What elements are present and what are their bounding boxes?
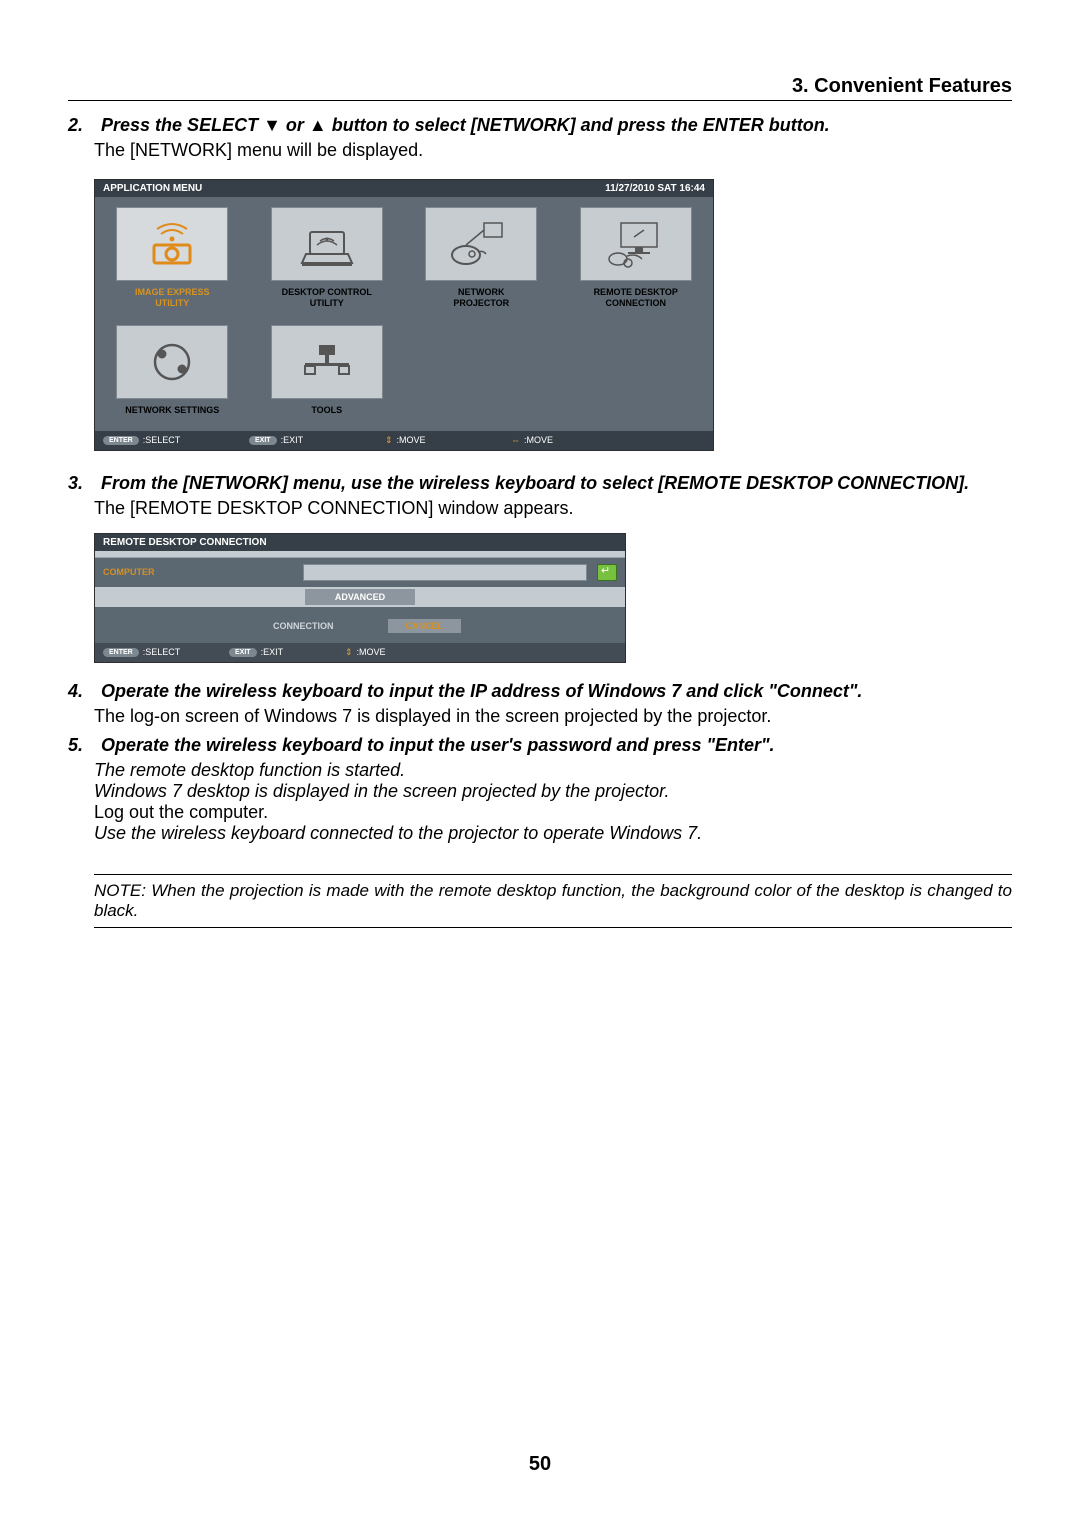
network-projector-icon <box>425 207 537 281</box>
app-menu-bottom-bar: ENTER :SELECT EXIT :EXIT ⇕ :MOVE ⇔ :MOVE <box>95 431 713 450</box>
tile-empty <box>559 315 714 431</box>
bb-exit: :EXIT <box>281 435 304 445</box>
tile-remote-desktop[interactable]: REMOTE DESKTOP CONNECTION <box>559 197 714 315</box>
tile-network-settings[interactable]: NETWORK SETTINGS <box>95 315 250 431</box>
step3-sub: The [REMOTE DESKTOP CONNECTION] window a… <box>94 498 1012 519</box>
tile-empty <box>404 315 559 431</box>
tile-grid: IMAGE EXPRESS UTILITY DESKTOP CONTROL UT… <box>95 197 713 431</box>
laptop-wifi-icon <box>271 207 383 281</box>
computer-label: COMPUTER <box>103 567 293 577</box>
step4-title: 4. Operate the wireless keyboard to inpu… <box>68 681 862 701</box>
step4-sub: The log-on screen of Windows 7 is displa… <box>94 706 1012 727</box>
advanced-row: ADVANCED <box>95 587 625 607</box>
bb-move2: :MOVE <box>524 435 553 445</box>
leftright-arrow-icon: ⇔ <box>511 435 520 445</box>
connection-button[interactable]: CONNECTION <box>259 619 348 633</box>
updown-arrow-icon: ⇕ <box>345 647 353 658</box>
tile-label: NETWORK SETTINGS <box>101 405 244 425</box>
rdc-title: REMOTE DESKTOP CONNECTION <box>95 534 625 551</box>
app-menu-title-bar: APPLICATION MENU 11/27/2010 SAT 16:44 <box>95 180 713 197</box>
step3-title: 3. From the [NETWORK] menu, use the wire… <box>68 473 969 493</box>
step5-s2: Windows 7 desktop is displayed in the sc… <box>94 781 1012 802</box>
app-menu-title: APPLICATION MENU <box>103 183 202 194</box>
exit-button-icon: EXIT <box>249 436 277 445</box>
tile-image-express[interactable]: IMAGE EXPRESS UTILITY <box>95 197 250 315</box>
step5-s3: Log out the computer. <box>94 802 1012 823</box>
tile-label: IMAGE EXPRESS UTILITY <box>101 287 244 309</box>
bb-select: :SELECT <box>143 647 181 657</box>
updown-arrow-icon: ⇕ <box>385 435 393 446</box>
enter-button-icon: ENTER <box>103 648 139 657</box>
bb-move: :MOVE <box>357 647 386 657</box>
exit-button-icon: EXIT <box>229 648 257 657</box>
tile-network-projector[interactable]: NETWORK PROJECTOR <box>404 197 559 315</box>
projector-wifi-icon <box>116 207 228 281</box>
rdc-screenshot: REMOTE DESKTOP CONNECTION COMPUTER ADVAN… <box>94 533 626 663</box>
note-block: NOTE: When the projection is made with t… <box>94 874 1012 928</box>
section-header: 3. Convenient Features <box>68 75 1012 101</box>
tools-icon <box>271 325 383 399</box>
enter-button-icon: ENTER <box>103 436 139 445</box>
advanced-button[interactable]: ADVANCED <box>305 589 415 605</box>
bb-exit: :EXIT <box>261 647 284 657</box>
page-number: 50 <box>0 1453 1080 1476</box>
bb-select: :SELECT <box>143 435 181 445</box>
keyboard-icon[interactable] <box>597 564 617 581</box>
application-menu-screenshot: APPLICATION MENU 11/27/2010 SAT 16:44 IM… <box>94 179 714 451</box>
network-settings-icon <box>116 325 228 399</box>
tile-label: REMOTE DESKTOP CONNECTION <box>565 287 708 309</box>
bb-move1: :MOVE <box>397 435 426 445</box>
rdc-bottom-bar: ENTER :SELECT EXIT :EXIT ⇕ :MOVE <box>95 643 625 662</box>
tile-tools[interactable]: TOOLS <box>250 315 405 431</box>
app-menu-datetime: 11/27/2010 SAT 16:44 <box>605 183 705 194</box>
tile-desktop-control[interactable]: DESKTOP CONTROL UTILITY <box>250 197 405 315</box>
tile-label: TOOLS <box>256 405 399 425</box>
cancel-button[interactable]: CANCEL <box>388 619 462 633</box>
tile-label: NETWORK PROJECTOR <box>410 287 553 309</box>
remote-desktop-icon <box>580 207 692 281</box>
step2-title: 2. Press the SELECT ▼ or ▲ button to sel… <box>68 115 830 135</box>
tile-label: DESKTOP CONTROL UTILITY <box>256 287 399 309</box>
step5-title: 5. Operate the wireless keyboard to inpu… <box>68 735 775 755</box>
step5-s4: Use the wireless keyboard connected to t… <box>94 823 1012 844</box>
computer-input[interactable] <box>303 564 587 581</box>
step2-sub: The [NETWORK] menu will be displayed. <box>94 140 1012 161</box>
step5-s1: The remote desktop function is started. <box>94 760 1012 781</box>
